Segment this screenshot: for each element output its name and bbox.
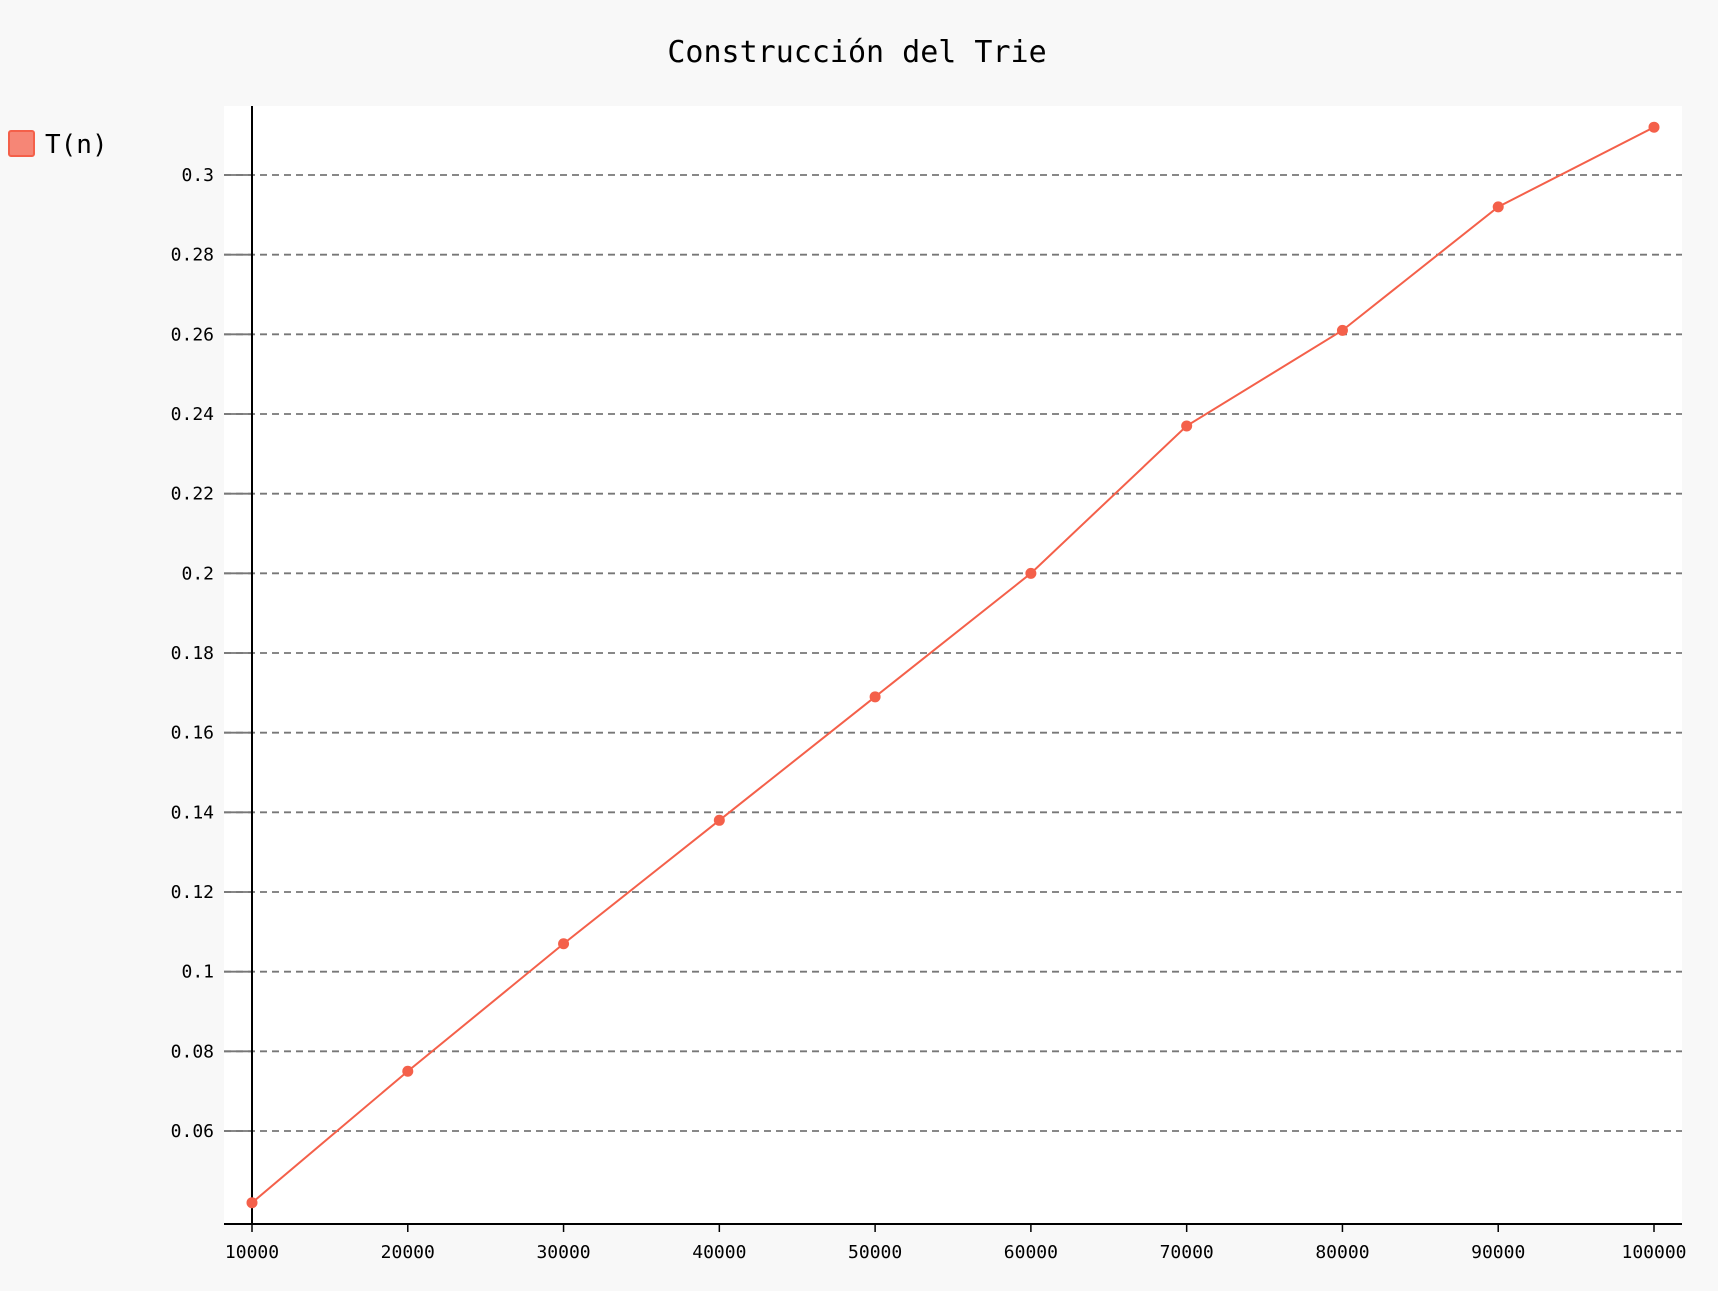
data-point[interactable] [713,814,725,826]
x-tick-label: 80000 [1315,1242,1369,1263]
series-line [251,126,1655,1204]
y-tick-label: 0.22 [171,484,214,505]
data-point[interactable] [1025,567,1037,579]
y-tick-label: 0.14 [171,802,214,823]
series-t-n [246,121,1660,1209]
data-point[interactable] [869,691,881,703]
x-tick-label: 30000 [536,1242,590,1263]
data-point[interactable] [1648,121,1660,133]
y-tick-label: 0.18 [171,643,214,664]
x-tick-label: 50000 [848,1242,902,1263]
y-tick-label: 0.16 [171,723,214,744]
x-tick-label: 60000 [1004,1242,1058,1263]
y-tick-label: 0.12 [171,882,214,903]
x-tick-label: 70000 [1160,1242,1214,1263]
y-tick-label: 0.2 [181,563,214,584]
data-point[interactable] [402,1065,414,1077]
y-tick-label: 0.26 [171,324,214,345]
data-point[interactable] [1181,420,1193,432]
y-tick-label: 0.06 [171,1121,214,1142]
data-point[interactable] [246,1197,258,1209]
y-axis-ticks: 0.06 0.08 0.1 0.12 0.14 0.16 0.18 0.2 0.22 0.24 0.… [171,165,252,1142]
x-tick-label: 40000 [692,1242,746,1263]
legend-label: T(n) [45,130,108,160]
plot-area [224,106,1682,1224]
legend-swatch [8,130,35,157]
chart-title: Construcción del Trie [667,35,1046,70]
data-point[interactable] [1492,201,1504,213]
y-tick-label: 0.1 [181,962,214,983]
x-axis-ticks: 10000 20000 30000 40000 50000 60000 70000 80000… [225,1224,1687,1263]
y-tick-label: 0.3 [181,165,214,186]
grid-lines [224,174,1682,1132]
legend[interactable]: T(n) [8,130,108,160]
y-tick-label: 0.24 [171,404,214,425]
data-point[interactable] [558,938,570,950]
y-tick-label: 0.08 [171,1041,214,1062]
x-tick-label: 20000 [381,1242,435,1263]
x-tick-label: 90000 [1471,1242,1525,1263]
x-tick-label: 10000 [225,1242,279,1263]
data-point[interactable] [1336,324,1348,336]
x-tick-label: 100000 [1621,1242,1686,1263]
y-tick-label: 0.28 [171,245,214,266]
